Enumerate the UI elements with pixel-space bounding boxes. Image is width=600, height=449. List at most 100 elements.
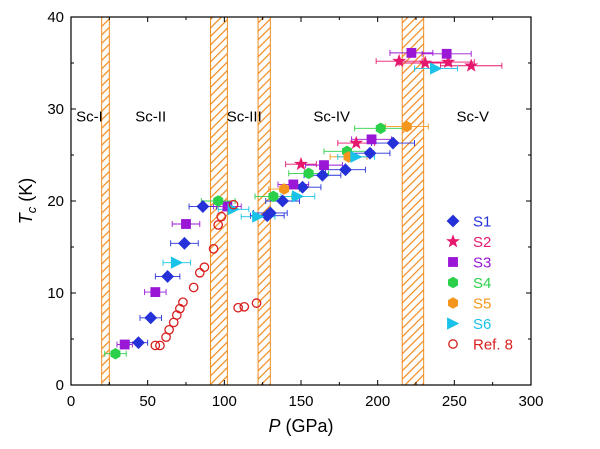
legend-label-s2: S2	[473, 234, 491, 251]
y-tick-label: 40	[47, 9, 64, 26]
legend: S1 S2 S3 S4 S5 S6 Ref. 8	[446, 214, 513, 354]
legend-marker-s3	[448, 257, 458, 267]
ref-8-point	[239, 301, 250, 312]
x-tick-label: 50	[139, 393, 156, 410]
ref-8-point	[188, 282, 199, 293]
legend-marker-s5	[448, 297, 458, 309]
s1-point	[363, 146, 377, 160]
s3-point	[181, 219, 191, 229]
s6-point	[430, 62, 443, 75]
phase-label-sc-i: Sc-I	[76, 108, 103, 125]
s5-point	[279, 183, 290, 195]
legend-label-s3: S3	[473, 255, 491, 272]
legend-marker-s2	[446, 234, 460, 248]
x-tick-label: 100	[212, 393, 237, 410]
phase-boundaries	[101, 17, 425, 385]
s2-point	[441, 54, 456, 68]
x-axis-unit: (GPa)	[281, 416, 334, 436]
s1-point	[196, 200, 210, 213]
legend-marker-s4	[448, 276, 458, 289]
y-axis-title: Tc (K)	[16, 178, 39, 225]
s2-point	[294, 156, 308, 171]
x-tick-label: 150	[288, 393, 313, 410]
ref-8-point	[216, 211, 227, 222]
s3-point	[319, 160, 329, 171]
s3-point	[406, 47, 417, 58]
phase-label-sc-iii: Sc-III	[227, 108, 262, 125]
y-axis-subscript: c	[24, 206, 39, 213]
phase-boundary-band	[101, 17, 110, 385]
s6-point	[252, 210, 265, 223]
ref-8-point	[178, 297, 188, 308]
s4-point	[213, 195, 224, 207]
s2-point	[464, 58, 479, 72]
x-tick-label: 300	[518, 393, 543, 410]
legend-item-s6: S6	[447, 316, 491, 333]
s1-point	[178, 236, 191, 250]
ref-8-point	[150, 340, 161, 351]
legend-item-s2: S2	[446, 234, 491, 251]
s6-point	[292, 190, 305, 203]
ref-8-point	[208, 243, 219, 254]
s5-point	[401, 120, 412, 133]
legend-marker-ref-8	[448, 339, 458, 349]
y-axis-variable: T	[16, 211, 36, 224]
s1-point	[296, 180, 309, 194]
s4-point	[110, 347, 121, 360]
s1-point	[161, 270, 175, 283]
y-tick-label: 20	[47, 193, 64, 210]
legend-item-s3: S3	[448, 255, 491, 272]
ref-8-point	[199, 262, 210, 273]
y-tick-label: 30	[47, 101, 64, 118]
s3-point	[441, 48, 452, 59]
legend-label-ref-8: Ref. 8	[473, 337, 513, 354]
s4-point	[375, 122, 386, 135]
s1-point	[263, 206, 277, 220]
phase-label-sc-ii: Sc-II	[135, 108, 166, 125]
s3-point	[366, 134, 377, 145]
s3-point	[288, 179, 299, 190]
phase-label-sc-iv: Sc-IV	[313, 108, 350, 125]
s1-point	[144, 311, 158, 325]
s1-point	[276, 194, 290, 208]
legend-item-s1: S1	[446, 214, 491, 231]
s4-point	[303, 167, 314, 180]
legend-label-s5: S5	[473, 296, 491, 313]
axis-ticks: 0 50 100 150 200 250 300 0 10 20 30 40	[47, 9, 543, 410]
s3-point	[119, 339, 130, 350]
ref-8-point	[228, 199, 239, 210]
ref-8-point	[155, 340, 165, 351]
ref-8-point	[251, 298, 262, 308]
ref-8-point	[194, 267, 205, 278]
plot-frame	[70, 16, 532, 386]
ref-8-point	[164, 324, 174, 335]
s1-point	[316, 168, 329, 182]
legend-item-s5: S5	[448, 296, 491, 313]
y-tick-label: 0	[56, 377, 64, 394]
legend-marker-s1	[446, 214, 460, 228]
phase-label-sc-v: Sc-V	[456, 108, 489, 125]
s1-point	[132, 336, 145, 350]
y-axis-unit: (K)	[16, 178, 36, 207]
legend-label-s1: S1	[473, 214, 491, 231]
ref-8-point	[213, 220, 224, 230]
y-tick-label: 10	[47, 285, 64, 302]
legend-label-s6: S6	[473, 316, 491, 333]
s1-point	[339, 163, 352, 177]
x-tick-label: 250	[442, 393, 467, 410]
s2-point	[418, 55, 433, 69]
s2-point	[349, 135, 364, 149]
x-tick-label: 200	[365, 393, 390, 410]
data-markers	[110, 47, 479, 360]
x-tick-label: 0	[67, 393, 75, 410]
x-axis-title: P (GPa)	[268, 416, 333, 436]
phase-labels: Sc-I Sc-II Sc-III Sc-IV Sc-V	[76, 108, 489, 125]
s6-point	[350, 150, 363, 163]
s4-point	[268, 190, 279, 203]
phase-boundary-band	[401, 17, 425, 385]
ref-8-point	[233, 302, 243, 313]
x-axis-variable: P	[268, 416, 280, 436]
legend-item-ref-8: Ref. 8	[448, 337, 513, 354]
s1-point	[386, 136, 400, 150]
